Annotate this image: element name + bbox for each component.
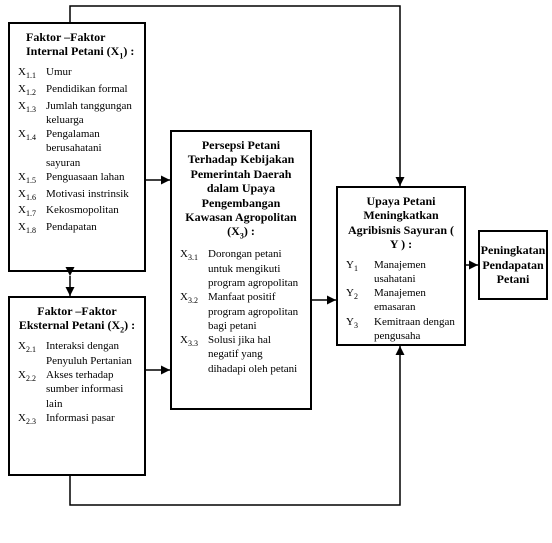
x1-item-text-7: Pendapatan [46,220,136,234]
x2-item-label-0: X2.1 [18,339,46,356]
x3-item-text-1: Manfaat positif program agropolitan bagi… [208,290,302,333]
x1-item-text-1: Pendidikan formal [46,82,136,96]
x1-item-text-4: Penguasaan lahan [46,170,136,184]
x2-item-1: X2.2Akses terhadap sumber informasi lain [18,368,136,411]
x2-item-label-1: X2.2 [18,368,46,385]
x1-item-4: X1.5Penguasaan lahan [18,170,136,187]
x1-item-label-3: X1.4 [18,127,46,144]
y-item-1: Y2Manajemen emasaran [346,286,456,315]
box-x3: Persepsi Petani Terhadap Kebijakan Pemer… [170,130,312,410]
box-x3-title: Persepsi Petani Terhadap Kebijakan Pemer… [180,138,302,241]
y-item-text-2: Kemitraan dengan pengusaha [374,315,456,344]
x3-item-1: X3.2Manfaat positif program agropolitan … [180,290,302,333]
x1-item-text-2: Jumlah tanggungan keluarga [46,99,136,128]
x1-item-0: X1.1Umur [18,65,136,82]
x1-item-1: X1.2Pendidikan formal [18,82,136,99]
x2-item-2: X2.3Informasi pasar [18,411,136,428]
box-y: Upaya Petani Meningkatkan Agribisnis Say… [336,186,466,346]
x1-item-3: X1.4Pengalaman berusahatani sayuran [18,127,136,170]
x1-item-5: X1.6Motivasi instrinsik [18,187,136,204]
x1-item-text-5: Motivasi instrinsik [46,187,136,201]
x1-item-text-0: Umur [46,65,136,79]
y-item-2: Y3Kemitraan dengan pengusaha [346,315,456,344]
x2-item-text-0: Interaksi dengan Penyuluh Pertanian [46,339,136,368]
box-x2-title: Faktor –Faktor Eksternal Petani (X2) : [18,304,136,335]
x1-item-text-3: Pengalaman berusahatani sayuran [46,127,136,170]
box-x2: Faktor –Faktor Eksternal Petani (X2) : X… [8,296,146,476]
x1-item-label-6: X1.7 [18,203,46,220]
x2-item-label-2: X2.3 [18,411,46,428]
x1-item-7: X1.8Pendapatan [18,220,136,237]
x1-item-label-5: X1.6 [18,187,46,204]
box-output: Peningkatan Pendapatan Petani [478,230,548,300]
box-x1-title: Faktor –Faktor Internal Petani (X1) : [18,30,136,61]
x1-item-6: X1.7Kekosmopolitan [18,203,136,220]
x1-item-label-1: X1.2 [18,82,46,99]
x1-item-label-7: X1.8 [18,220,46,237]
x1-item-label-4: X1.5 [18,170,46,187]
x3-item-text-0: Dorongan petani untuk mengikuti program … [208,247,302,290]
x3-item-text-2: Solusi jika hal negatif yang dihadapi ol… [208,333,302,376]
y-item-0: Y1Manajemen usahatani [346,258,456,287]
x1-item-label-0: X1.1 [18,65,46,82]
x1-item-label-2: X1.3 [18,99,46,116]
x1-item-2: X1.3Jumlah tanggungan keluarga [18,99,136,128]
x3-item-label-2: X3.3 [180,333,208,350]
x3-item-2: X3.3 Solusi jika hal negatif yang dihada… [180,333,302,376]
x2-item-text-2: Informasi pasar [46,411,136,425]
y-item-label-2: Y3 [346,315,374,332]
box-output-title: Peningkatan Pendapatan Petani [481,243,546,286]
y-item-label-1: Y2 [346,286,374,303]
y-item-text-1: Manajemen emasaran [374,286,456,315]
x1-item-text-6: Kekosmopolitan [46,203,136,217]
box-y-title: Upaya Petani Meningkatkan Agribisnis Say… [346,194,456,252]
x2-item-0: X2.1Interaksi dengan Penyuluh Pertanian [18,339,136,368]
box-x1: Faktor –Faktor Internal Petani (X1) : X1… [8,22,146,272]
x3-item-label-1: X3.2 [180,290,208,307]
y-item-label-0: Y1 [346,258,374,275]
x3-item-label-0: X3.1 [180,247,208,264]
x2-item-text-1: Akses terhadap sumber informasi lain [46,368,136,411]
x3-item-0: X3.1Dorongan petani untuk mengikuti prog… [180,247,302,290]
y-item-text-0: Manajemen usahatani [374,258,456,287]
